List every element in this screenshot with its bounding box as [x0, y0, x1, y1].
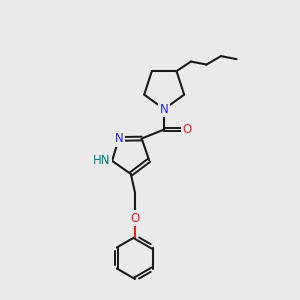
Text: O: O	[130, 212, 140, 225]
Text: N: N	[160, 103, 169, 116]
Text: HN: HN	[93, 154, 111, 167]
Text: O: O	[182, 123, 191, 136]
Text: N: N	[114, 132, 123, 146]
